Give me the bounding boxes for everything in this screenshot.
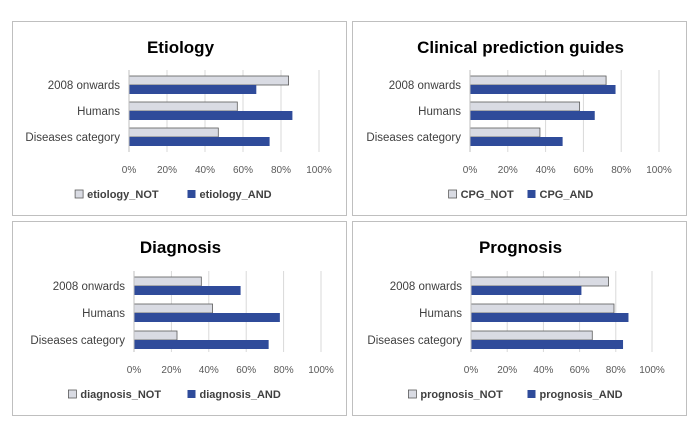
chart-title: Prognosis <box>479 238 562 257</box>
bar-etiology-and-2008-onwards <box>129 85 257 94</box>
bar-diagnosis-and-2008-onwards <box>134 286 241 295</box>
legend-swatch-etiology-and <box>187 190 196 198</box>
x-tick-label: 0% <box>122 165 137 176</box>
bar-etiology-not-diseases-category <box>128 127 219 138</box>
legend-label-etiology-and: etiology_AND <box>200 189 272 201</box>
bar-prognosis-and-2008-onwards <box>471 286 582 295</box>
legend-label-diagnosis-not: diagnosis_NOT <box>80 389 161 401</box>
bar-etiology-and-humans <box>129 111 293 120</box>
x-tick-label: 80% <box>271 165 291 176</box>
category-label: Diseases category <box>367 335 462 347</box>
chart-title: Diagnosis <box>140 238 221 257</box>
x-tick-label: 100% <box>639 365 665 376</box>
x-tick-label: 60% <box>236 365 256 376</box>
chart-title: Clinical prediction guides <box>417 38 624 57</box>
chart-title: Etiology <box>147 38 215 57</box>
chart-diagnosis: Diagnosis 0% 20% 40% 60% 80% 100% 2008 onwards H… <box>30 238 334 401</box>
legend-swatch-prognosis-not <box>408 389 417 399</box>
x-tick-label: 60% <box>233 165 253 176</box>
panel-prognosis: Prognosis 0% 20% 40% 60% 80% 100% 2008 onwards H… <box>352 221 687 416</box>
x-tick-label: 100% <box>646 165 672 176</box>
legend-swatch-cpg-not <box>448 189 457 199</box>
x-tick-label: 100% <box>308 365 334 376</box>
legend-swatch-cpg-and <box>527 190 536 198</box>
bar-cpg-not-humans <box>469 101 581 112</box>
category-label: 2008 onwards <box>53 281 125 293</box>
bar-cpg-and-2008-onwards <box>470 85 616 94</box>
category-label: 2008 onwards <box>389 80 461 92</box>
chart-etiology: Etiology 0% 20% 40% 60% 80% 100% 2008 onwards Hu… <box>25 38 332 201</box>
x-tick-label: 0% <box>463 165 478 176</box>
bar-cpg-and-humans <box>470 111 595 120</box>
legend-label-prognosis-not: prognosis_NOT <box>420 389 503 401</box>
category-label: Humans <box>77 106 120 118</box>
bar-prognosis-not-diseases-category <box>470 330 593 341</box>
bar-prognosis-not-2008-onwards <box>470 276 609 287</box>
bar-cpg-and-diseases-category <box>470 137 563 146</box>
chart-clinical-prediction-guides: Clinical prediction guides 0% 20% 40% 60% 80%… <box>366 38 672 201</box>
x-tick-label: 20% <box>498 165 518 176</box>
legend-swatch-prognosis-and <box>527 390 536 398</box>
x-tick-label: 20% <box>497 365 517 376</box>
bar-diagnosis-and-diseases-category <box>134 340 269 349</box>
x-tick-label: 40% <box>199 365 219 376</box>
bar-diagnosis-and-humans <box>134 313 280 322</box>
bar-diagnosis-not-2008-onwards <box>133 276 202 287</box>
x-tick-label: 80% <box>606 365 626 376</box>
legend-label-etiology-not: etiology_NOT <box>87 189 159 201</box>
x-tick-label: 100% <box>306 165 332 176</box>
category-label: Diseases category <box>30 335 125 347</box>
legend-label-diagnosis-and: diagnosis_AND <box>200 389 281 401</box>
bar-cpg-not-2008-onwards <box>469 75 607 86</box>
panel-clinical-prediction-guides: Clinical prediction guides 0% 20% 40% 60% 80%… <box>352 21 687 216</box>
x-tick-label: 20% <box>161 365 181 376</box>
x-tick-label: 40% <box>536 165 556 176</box>
legend-swatch-etiology-not <box>74 189 84 199</box>
panel-etiology: Etiology 0% 20% 40% 60% 80% 100% 2008 onwards Hu… <box>12 21 347 216</box>
category-label: Diseases category <box>25 132 120 144</box>
x-tick-label: 60% <box>570 365 590 376</box>
legend-swatch-diagnosis-not <box>68 389 77 399</box>
category-label: Humans <box>419 308 462 320</box>
legend-label-prognosis-and: prognosis_AND <box>540 389 623 401</box>
category-label: Diseases category <box>366 132 461 144</box>
category-label: Humans <box>82 308 125 320</box>
x-tick-label: 20% <box>157 165 177 176</box>
bar-etiology-and-diseases-category <box>129 137 270 146</box>
category-label: Humans <box>418 106 461 118</box>
x-tick-label: 80% <box>611 165 631 176</box>
x-tick-label: 0% <box>127 365 142 376</box>
category-label: 2008 onwards <box>48 80 120 92</box>
legend-label-cpg-and: CPG_AND <box>540 189 594 201</box>
panel-diagnosis: Diagnosis 0% 20% 40% 60% 80% 100% 2008 onwards H… <box>12 221 347 416</box>
x-tick-label: 40% <box>195 165 215 176</box>
category-label: 2008 onwards <box>390 281 462 293</box>
bar-etiology-not-2008-onwards <box>128 75 290 86</box>
legend-swatch-diagnosis-and <box>187 390 196 398</box>
chart-prognosis: Prognosis 0% 20% 40% 60% 80% 100% 2008 onwards H… <box>367 238 665 401</box>
x-tick-label: 0% <box>464 365 479 376</box>
bar-prognosis-not-humans <box>470 303 615 314</box>
bar-diagnosis-not-diseases-category <box>133 330 178 341</box>
x-tick-label: 80% <box>274 365 294 376</box>
bar-diagnosis-not-humans <box>133 303 213 314</box>
bar-prognosis-and-diseases-category <box>471 340 624 349</box>
x-tick-label: 40% <box>533 365 553 376</box>
bar-etiology-not-humans <box>128 101 238 112</box>
bar-cpg-not-diseases-category <box>469 127 541 138</box>
bar-prognosis-and-humans <box>471 313 629 322</box>
x-tick-label: 60% <box>573 165 593 176</box>
legend-label-cpg-not: CPG_NOT <box>461 189 514 201</box>
